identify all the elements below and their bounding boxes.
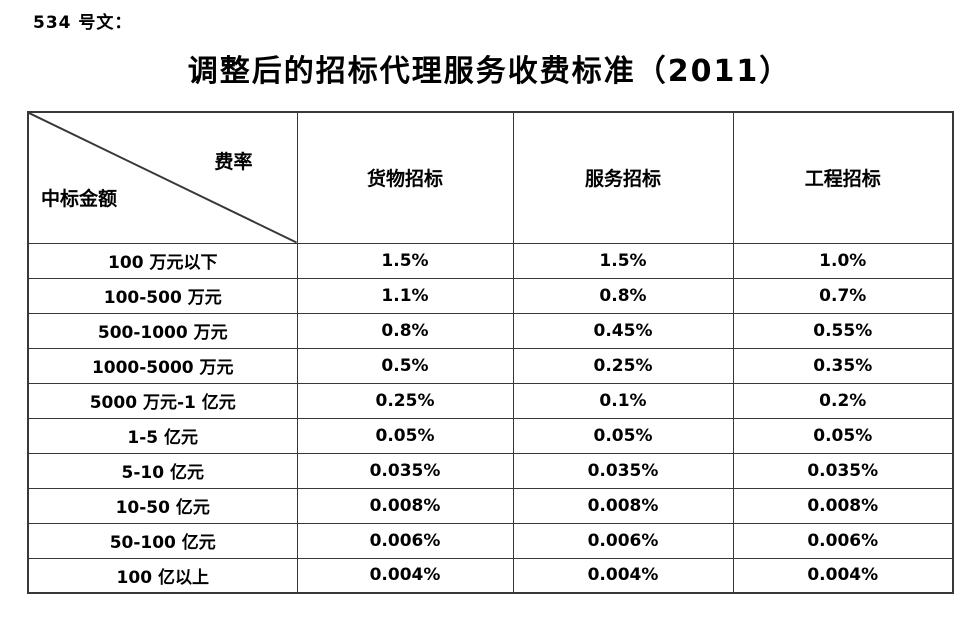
amount-range-cell: 5000 万元-1 亿元 [27,382,298,419]
engineering-rate-cell: 0.008% [732,487,954,524]
amount-range-cell: 5-10 亿元 [27,452,298,489]
service-rate-cell: 0.008% [512,487,734,524]
engineering-rate-cell: 1.0% [732,242,954,279]
column-header-engineering: 工程招标 [732,111,954,244]
table-row: 500-1000 万元 0.8% 0.45% 0.55% [27,312,954,349]
table-row: 1-5 亿元 0.05% 0.05% 0.05% [27,417,954,454]
engineering-rate-cell: 0.035% [732,452,954,489]
page-title: 调整后的招标代理服务收费标准（2011） [187,54,792,89]
amount-range-cell: 1-5 亿元 [27,417,298,454]
table-row: 100-500 万元 1.1% 0.8% 0.7% [27,277,954,314]
service-rate-cell: 0.45% [512,312,734,349]
goods-rate-cell: 0.035% [296,452,514,489]
goods-rate-cell: 0.25% [296,382,514,419]
engineering-rate-cell: 0.05% [732,417,954,454]
engineering-rate-cell: 0.35% [732,347,954,384]
service-rate-cell: 0.035% [512,452,734,489]
service-rate-cell: 1.5% [512,242,734,279]
engineering-rate-cell: 0.55% [732,312,954,349]
engineering-rate-cell: 0.2% [732,382,954,419]
fee-table: 费率 中标金额 货物招标 服务招标 工程招标 100 万元以下 1.5% 1.5… [27,111,954,594]
table-row: 100 亿以上 0.004% 0.004% 0.004% [27,557,954,594]
goods-rate-cell: 0.8% [296,312,514,349]
table-row: 5-10 亿元 0.035% 0.035% 0.035% [27,452,954,489]
engineering-rate-cell: 0.006% [732,522,954,559]
amount-range-cell: 100 万元以下 [27,242,298,279]
goods-rate-cell: 0.006% [296,522,514,559]
table-row: 10-50 亿元 0.008% 0.008% 0.008% [27,487,954,524]
amount-range-cell: 100-500 万元 [27,277,298,314]
table-row: 5000 万元-1 亿元 0.25% 0.1% 0.2% [27,382,954,419]
column-header-goods: 货物招标 [296,111,514,244]
service-rate-cell: 0.006% [512,522,734,559]
service-rate-cell: 0.05% [512,417,734,454]
service-rate-cell: 0.8% [512,277,734,314]
amount-range-cell: 50-100 亿元 [27,522,298,559]
column-header-service: 服务招标 [512,111,734,244]
service-rate-cell: 0.25% [512,347,734,384]
corner-header-cell: 费率 中标金额 [27,111,298,244]
table-row: 50-100 亿元 0.006% 0.006% 0.006% [27,522,954,559]
goods-rate-cell: 0.004% [296,557,514,594]
goods-rate-cell: 1.5% [296,242,514,279]
goods-rate-cell: 0.008% [296,487,514,524]
corner-label-amount: 中标金额 [41,187,118,210]
engineering-rate-cell: 0.004% [732,557,954,594]
goods-rate-cell: 0.5% [296,347,514,384]
amount-range-cell: 100 亿以上 [27,557,298,594]
doc-number-label: 534 号文： [33,13,133,33]
amount-range-cell: 1000-5000 万元 [27,347,298,384]
table-row: 1000-5000 万元 0.5% 0.25% 0.35% [27,347,954,384]
goods-rate-cell: 1.1% [296,277,514,314]
amount-range-cell: 500-1000 万元 [27,312,298,349]
goods-rate-cell: 0.05% [296,417,514,454]
amount-range-cell: 10-50 亿元 [27,487,298,524]
service-rate-cell: 0.004% [512,557,734,594]
diagonal-divider-line [29,113,297,243]
table-row: 100 万元以下 1.5% 1.5% 1.0% [27,242,954,279]
engineering-rate-cell: 0.7% [732,277,954,314]
corner-label-rate: 费率 [214,151,253,173]
service-rate-cell: 0.1% [512,382,734,419]
table-header-row: 费率 中标金额 货物招标 服务招标 工程招标 [27,111,954,244]
